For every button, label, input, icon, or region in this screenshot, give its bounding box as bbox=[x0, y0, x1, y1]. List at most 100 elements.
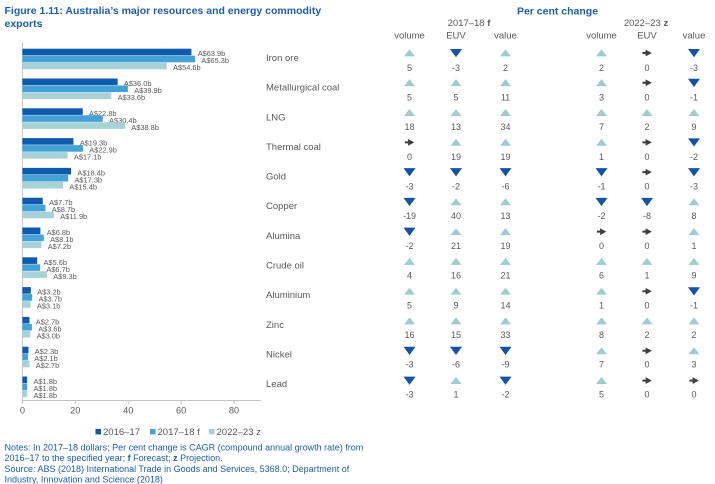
svg-text:Iron ore: Iron ore bbox=[266, 53, 299, 64]
svg-text:-2: -2 bbox=[405, 241, 413, 251]
svg-text:A$9.3b: A$9.3b bbox=[53, 272, 76, 281]
svg-text:-3: -3 bbox=[405, 182, 413, 192]
svg-text:Per cent change: Per cent change bbox=[517, 6, 598, 18]
svg-text:3: 3 bbox=[691, 360, 696, 370]
svg-text:1: 1 bbox=[644, 271, 649, 281]
svg-text:A$1.8b: A$1.8b bbox=[34, 391, 57, 400]
svg-text:0: 0 bbox=[644, 63, 649, 73]
svg-text:2022–23 z: 2022–23 z bbox=[624, 18, 669, 29]
svg-text:2: 2 bbox=[644, 122, 649, 132]
svg-text:volume: volume bbox=[394, 31, 425, 42]
svg-text:A$18.4b: A$18.4b bbox=[77, 168, 105, 177]
svg-text:EUV: EUV bbox=[446, 31, 466, 42]
svg-text:-6: -6 bbox=[452, 360, 460, 370]
svg-text:Crude oil: Crude oil bbox=[266, 261, 304, 272]
svg-text:A$17.1b: A$17.1b bbox=[74, 153, 102, 162]
svg-text:Alumina: Alumina bbox=[266, 231, 301, 242]
svg-text:volume: volume bbox=[586, 31, 617, 42]
svg-text:A$3.2b: A$3.2b bbox=[37, 288, 60, 297]
svg-text:13: 13 bbox=[451, 122, 461, 132]
svg-text:-3: -3 bbox=[452, 63, 460, 73]
svg-text:LNG: LNG bbox=[266, 112, 286, 123]
svg-text:2: 2 bbox=[644, 330, 649, 340]
svg-text:20: 20 bbox=[70, 406, 80, 416]
svg-text:EUV: EUV bbox=[637, 31, 657, 42]
svg-text:A$6.7b: A$6.7b bbox=[46, 265, 69, 274]
svg-text:-2: -2 bbox=[501, 389, 509, 399]
svg-text:0: 0 bbox=[644, 300, 649, 310]
svg-text:0: 0 bbox=[644, 182, 649, 192]
svg-text:13: 13 bbox=[500, 211, 510, 221]
svg-text:7: 7 bbox=[599, 122, 604, 132]
svg-text:A$15.4b: A$15.4b bbox=[69, 182, 97, 191]
svg-text:33: 33 bbox=[500, 330, 510, 340]
svg-text:8: 8 bbox=[691, 211, 696, 221]
svg-text:-3: -3 bbox=[690, 182, 698, 192]
svg-text:19: 19 bbox=[451, 152, 461, 162]
svg-text:5: 5 bbox=[599, 389, 604, 399]
svg-text:Industry, Innovation and Scien: Industry, Innovation and Science (2018) bbox=[5, 475, 163, 484]
svg-text:18: 18 bbox=[404, 122, 414, 132]
svg-text:-3: -3 bbox=[690, 63, 698, 73]
svg-text:60: 60 bbox=[176, 406, 186, 416]
svg-text:Figure 1.11: Australia’s major: Figure 1.11: Australia’s major resources… bbox=[5, 5, 322, 17]
svg-text:A$2.1b: A$2.1b bbox=[34, 354, 57, 363]
svg-text:1: 1 bbox=[453, 389, 458, 399]
svg-text:2016–17: 2016–17 bbox=[103, 427, 140, 438]
svg-text:-8: -8 bbox=[643, 211, 651, 221]
svg-text:2022–23 z: 2022–23 z bbox=[217, 427, 262, 438]
svg-text:9: 9 bbox=[691, 122, 696, 132]
svg-text:A$54.6b: A$54.6b bbox=[173, 63, 201, 72]
svg-text:A$6.8b: A$6.8b bbox=[47, 228, 70, 237]
svg-text:6: 6 bbox=[599, 271, 604, 281]
svg-text:Copper: Copper bbox=[266, 201, 297, 212]
svg-text:2016–17 to the specified year;: 2016–17 to the specified year; f Forecas… bbox=[5, 453, 223, 463]
svg-text:-2: -2 bbox=[452, 182, 460, 192]
svg-text:A$30.4b: A$30.4b bbox=[109, 116, 137, 125]
svg-text:3: 3 bbox=[599, 93, 604, 103]
svg-text:40: 40 bbox=[451, 211, 461, 221]
svg-text:1: 1 bbox=[691, 241, 696, 251]
svg-text:exports: exports bbox=[5, 18, 43, 30]
svg-text:A$22.9b: A$22.9b bbox=[89, 146, 117, 155]
svg-text:5: 5 bbox=[407, 300, 412, 310]
svg-text:15: 15 bbox=[451, 330, 461, 340]
svg-text:A$3.0b: A$3.0b bbox=[37, 331, 60, 340]
svg-text:-1: -1 bbox=[690, 93, 698, 103]
svg-text:value: value bbox=[494, 31, 517, 42]
svg-text:A$22.8b: A$22.8b bbox=[89, 109, 117, 118]
svg-text:A$1.8b: A$1.8b bbox=[34, 377, 57, 386]
svg-text:2017–18 f: 2017–18 f bbox=[158, 427, 201, 438]
svg-text:21: 21 bbox=[451, 241, 461, 251]
svg-text:21: 21 bbox=[500, 271, 510, 281]
svg-text:11: 11 bbox=[501, 93, 510, 103]
svg-text:40: 40 bbox=[123, 406, 133, 416]
svg-text:A$7.2b: A$7.2b bbox=[48, 242, 71, 251]
svg-text:A$8.7b: A$8.7b bbox=[52, 205, 75, 214]
svg-text:Source: ABS (2018) Internation: Source: ABS (2018) International Trade i… bbox=[5, 464, 350, 474]
svg-text:A$1.8b: A$1.8b bbox=[34, 384, 57, 393]
svg-text:Nickel: Nickel bbox=[266, 349, 292, 360]
svg-text:A$2.7b: A$2.7b bbox=[36, 361, 59, 370]
svg-text:0: 0 bbox=[644, 389, 649, 399]
svg-text:0: 0 bbox=[599, 241, 604, 251]
svg-text:-19: -19 bbox=[403, 211, 416, 221]
svg-text:2017–18 f: 2017–18 f bbox=[448, 18, 492, 29]
svg-text:A$3.6b: A$3.6b bbox=[38, 324, 61, 333]
svg-text:Aluminium: Aluminium bbox=[266, 290, 310, 301]
svg-text:9: 9 bbox=[691, 271, 696, 281]
svg-text:A$3.1b: A$3.1b bbox=[37, 302, 60, 311]
svg-text:A$38.8b: A$38.8b bbox=[131, 123, 159, 132]
svg-text:0: 0 bbox=[407, 152, 412, 162]
svg-text:A$33.6b: A$33.6b bbox=[118, 93, 146, 102]
svg-text:9: 9 bbox=[453, 300, 458, 310]
svg-text:A$63.9b: A$63.9b bbox=[198, 49, 226, 58]
svg-text:-3: -3 bbox=[405, 360, 413, 370]
svg-text:2: 2 bbox=[691, 330, 696, 340]
svg-text:-2: -2 bbox=[690, 152, 698, 162]
svg-text:34: 34 bbox=[500, 122, 510, 132]
svg-text:5: 5 bbox=[407, 93, 412, 103]
svg-text:Thermal coal: Thermal coal bbox=[266, 142, 321, 153]
svg-text:4: 4 bbox=[407, 271, 412, 281]
svg-text:2: 2 bbox=[599, 63, 604, 73]
